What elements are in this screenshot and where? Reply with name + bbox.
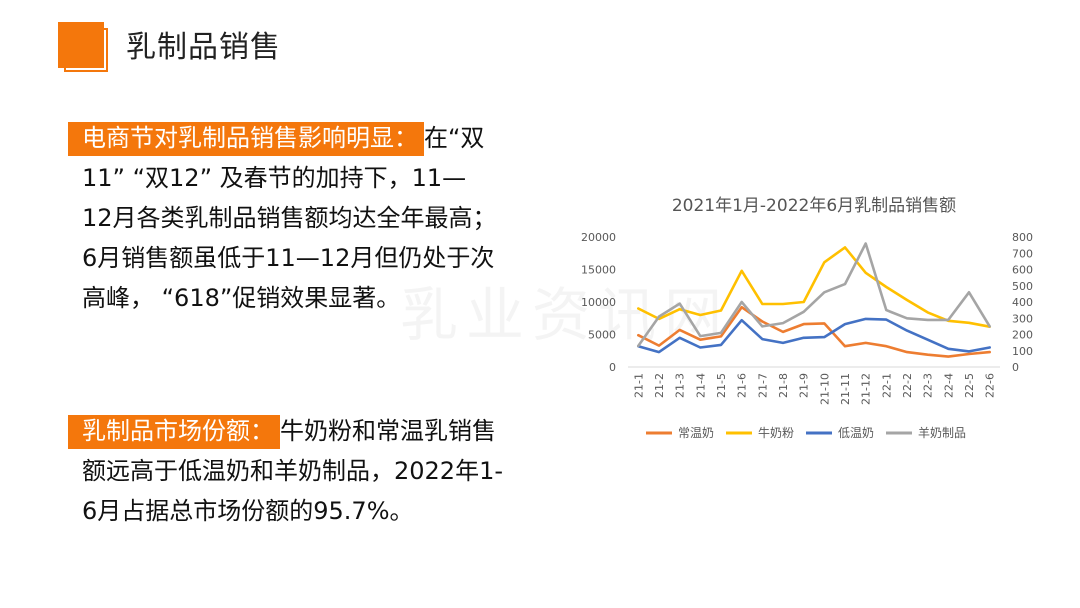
text-line: 12月各类乳制品销售额均达全年最高； bbox=[82, 204, 497, 232]
sales-line-chart: 2021年1月-2022年6月乳制品销售额0500010000150002000… bbox=[581, 196, 1033, 440]
x-tick-label: 22-5 bbox=[963, 373, 976, 398]
y-left-tick-label: 5000 bbox=[588, 329, 616, 342]
section-ecommerce-line-1: 电商节对乳制品销售影响明显： 在“双 bbox=[68, 118, 538, 158]
x-tick-label: 22-6 bbox=[984, 373, 997, 398]
y-left-tick-label: 10000 bbox=[581, 296, 616, 309]
logo-squares bbox=[58, 22, 108, 74]
x-tick-label: 21-11 bbox=[839, 373, 852, 405]
y-right-tick-label: 800 bbox=[1012, 231, 1033, 244]
legend-label: 羊奶制品 bbox=[918, 425, 966, 440]
x-tick-label: 21-5 bbox=[715, 373, 728, 398]
y-right-tick-label: 600 bbox=[1012, 264, 1033, 277]
y-right-tick-label: 100 bbox=[1012, 345, 1033, 358]
x-tick-label: 21-3 bbox=[674, 373, 687, 398]
series-line bbox=[637, 242, 992, 348]
page-title: 乳制品销售 bbox=[126, 30, 281, 65]
y-right-tick-label: 500 bbox=[1012, 280, 1033, 293]
text-line: 6月销售额虽低于11—12月但仍处于次 bbox=[82, 244, 495, 272]
y-left-tick-label: 15000 bbox=[581, 264, 616, 277]
series-line bbox=[637, 305, 992, 358]
logo-square-outline bbox=[64, 28, 108, 72]
series-line bbox=[637, 317, 992, 354]
y-right-tick-label: 300 bbox=[1012, 312, 1033, 325]
chart-title: 2021年1月-2022年6月乳制品销售额 bbox=[672, 196, 956, 216]
series-line bbox=[637, 246, 992, 328]
text-line: 在“双 bbox=[424, 124, 485, 152]
legend-label: 低温奶 bbox=[838, 426, 874, 440]
y-right-tick-label: 400 bbox=[1012, 296, 1033, 309]
x-tick-label: 22-4 bbox=[942, 373, 955, 398]
legend-label: 牛奶粉 bbox=[758, 425, 794, 440]
x-tick-label: 21-10 bbox=[818, 373, 831, 405]
x-tick-label: 21-4 bbox=[694, 373, 707, 398]
section-market-share-highlight: 乳制品市场份额： bbox=[68, 415, 280, 449]
y-right-tick-label: 200 bbox=[1012, 329, 1033, 342]
text-line: 6月占据总市场份额的95.7%。 bbox=[82, 497, 414, 525]
section-ecommerce: 电商节对乳制品销售影响明显： 在“双 11” “双12” 及春节的加持下，11— … bbox=[68, 118, 538, 318]
x-tick-label: 21-2 bbox=[653, 373, 666, 398]
section-market-share-line-1: 乳制品市场份额： 牛奶粉和常温乳销售 bbox=[68, 411, 538, 451]
text-line: 高峰， “618”促销效果显著。 bbox=[82, 284, 401, 312]
y-right-tick-label: 700 bbox=[1012, 247, 1033, 260]
legend-label: 常温奶 bbox=[678, 426, 714, 440]
text-line: 11” “双12” 及春节的加持下，11— bbox=[82, 164, 467, 192]
y-left-tick-label: 0 bbox=[609, 361, 616, 374]
x-tick-label: 21-6 bbox=[736, 373, 749, 398]
x-tick-label: 21-8 bbox=[777, 373, 790, 398]
text-line: 牛奶粉和常温乳销售 bbox=[280, 417, 496, 445]
x-tick-label: 22-1 bbox=[880, 373, 893, 398]
x-tick-label: 22-3 bbox=[922, 373, 935, 398]
y-right-tick-label: 0 bbox=[1012, 361, 1019, 374]
y-left-tick-label: 20000 bbox=[581, 231, 616, 244]
x-tick-label: 21-9 bbox=[798, 373, 811, 398]
section-market-share: 乳制品市场份额： 牛奶粉和常温乳销售 额远高于低温奶和羊奶制品，2022年1- 6… bbox=[68, 411, 538, 531]
x-tick-label: 21-7 bbox=[756, 373, 769, 398]
text-line: 额远高于低温奶和羊奶制品，2022年1- bbox=[82, 457, 504, 485]
x-tick-label: 22-2 bbox=[901, 373, 914, 398]
x-tick-label: 21-1 bbox=[632, 373, 645, 398]
section-ecommerce-highlight: 电商节对乳制品销售影响明显： bbox=[68, 122, 424, 156]
x-tick-label: 21-12 bbox=[860, 373, 873, 405]
